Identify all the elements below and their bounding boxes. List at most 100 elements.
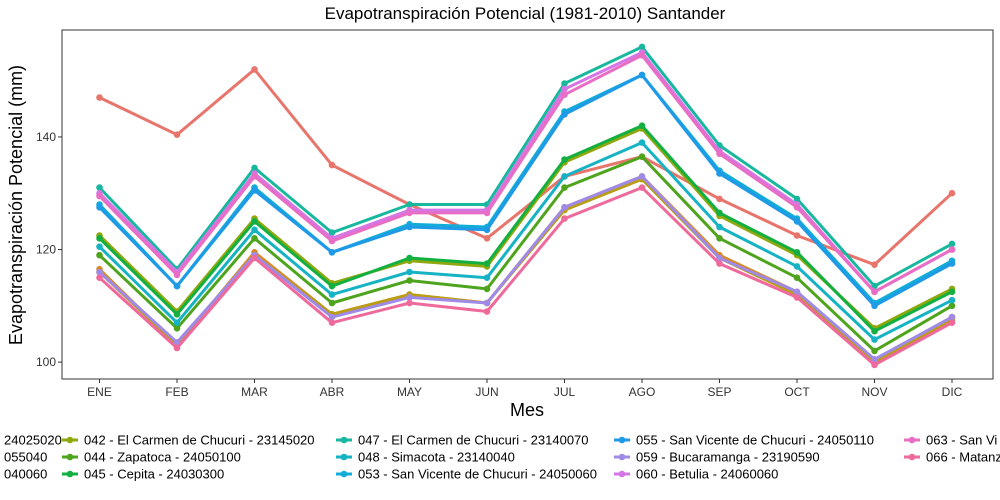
legend-item: 047 - El Carmen de Chucuri - 23140070 (336, 433, 589, 448)
legend-key-point (618, 453, 626, 461)
legend-item: 048 - Simacota - 23140040 (336, 450, 515, 465)
x-tick-label: FEB (165, 385, 188, 399)
data-point (328, 237, 336, 245)
data-point (406, 254, 413, 262)
legend-item: 063 - San Vi (904, 433, 997, 448)
data-point (948, 189, 956, 197)
data-point (716, 223, 723, 231)
chart-title: Evapotranspiración Potencial (1981-2010)… (325, 4, 726, 23)
data-point (948, 302, 956, 310)
legend-item: 060 - Betulia - 24060060 (614, 467, 778, 482)
data-point (483, 235, 491, 242)
x-tick-label: NOV (861, 385, 887, 399)
legend-label: 042 - El Carmen de Chucuri - 23145020 (84, 433, 315, 448)
legend-label: 063 - San Vi (926, 433, 997, 448)
data-point (638, 122, 646, 129)
legend-item: 040060 (4, 467, 47, 482)
data-point (716, 260, 723, 267)
legend-key-point (908, 453, 916, 461)
data-point (871, 361, 878, 369)
data-point (871, 336, 878, 343)
legend-item: 059 - Bucaramanga - 23190590 (614, 450, 820, 465)
legend-item: 055040 (4, 450, 47, 465)
data-point (406, 209, 413, 217)
data-point (173, 319, 181, 327)
data-point (483, 274, 491, 282)
data-point (716, 170, 723, 177)
data-point (871, 302, 878, 310)
data-point (173, 282, 181, 290)
data-point (948, 240, 956, 248)
data-point (793, 232, 801, 239)
legend-key-point (66, 470, 74, 478)
series-line (98, 67, 954, 267)
legend-label: 048 - Simacota - 23140040 (358, 450, 515, 465)
legend-item: 055 - San Vicente de Chucuri - 24050110 (614, 433, 874, 448)
legend-item: 053 - San Vicente de Chucuri - 24050060 (336, 467, 597, 482)
data-point (406, 268, 413, 276)
data-point (716, 254, 723, 262)
data-point (948, 296, 956, 304)
data-point (871, 288, 878, 296)
data-point (638, 71, 646, 79)
legend-label: 060 - Betulia - 24060060 (636, 467, 778, 482)
data-point (251, 235, 258, 242)
series-line (98, 124, 953, 333)
data-point (716, 235, 723, 242)
series-10 (96, 173, 956, 363)
data-point (96, 235, 103, 242)
data-point (638, 173, 646, 180)
data-point (96, 268, 103, 276)
series-9 (96, 71, 956, 310)
x-axis-title: Mes (510, 400, 544, 420)
legend-key-point (340, 436, 348, 444)
data-point (871, 356, 878, 363)
data-point (793, 195, 801, 203)
data-point (561, 173, 568, 180)
legend-key-point (908, 436, 916, 444)
data-point (793, 249, 801, 256)
legend-key-point (66, 436, 74, 444)
data-point (96, 192, 103, 200)
legend-label: 044 - Zapatoca - 24050100 (84, 450, 241, 465)
legend-label: 24025020 (4, 433, 62, 448)
y-tick-label: 120 (36, 243, 56, 257)
data-point (483, 260, 491, 267)
data-point (561, 111, 568, 118)
series-line (98, 53, 953, 294)
data-point (251, 66, 258, 73)
legend-key-point (340, 470, 348, 478)
legend-key-point (66, 453, 74, 461)
data-point (483, 285, 491, 293)
series-7 (96, 139, 956, 343)
data-point (173, 311, 181, 318)
data-point (173, 325, 181, 332)
y-tick-label: 100 (36, 355, 56, 369)
data-point (406, 223, 413, 231)
series-line (98, 141, 953, 342)
data-point (328, 229, 336, 236)
data-point (173, 131, 181, 138)
legend-item: 042 - El Carmen de Chucuri - 23145020 (62, 433, 315, 448)
data-point (561, 184, 568, 191)
data-point (716, 195, 723, 203)
data-point (483, 226, 491, 234)
data-point (948, 319, 956, 327)
x-tick-label: JUL (554, 385, 576, 399)
data-point (251, 218, 258, 225)
data-point (96, 204, 103, 211)
data-point (96, 94, 103, 101)
x-tick-label: ENE (87, 385, 112, 399)
x-tick-label: ABR (320, 385, 345, 399)
data-point (638, 139, 646, 146)
data-point (638, 52, 646, 59)
series-5 (96, 122, 956, 335)
legend-label: 055040 (4, 450, 47, 465)
data-point (96, 274, 103, 282)
data-point (716, 150, 723, 158)
legend-item: 24025020 (4, 433, 62, 448)
x-tick-label: AGO (629, 385, 656, 399)
legend-key-point (618, 436, 626, 444)
data-point (328, 282, 336, 290)
data-point (483, 308, 491, 315)
